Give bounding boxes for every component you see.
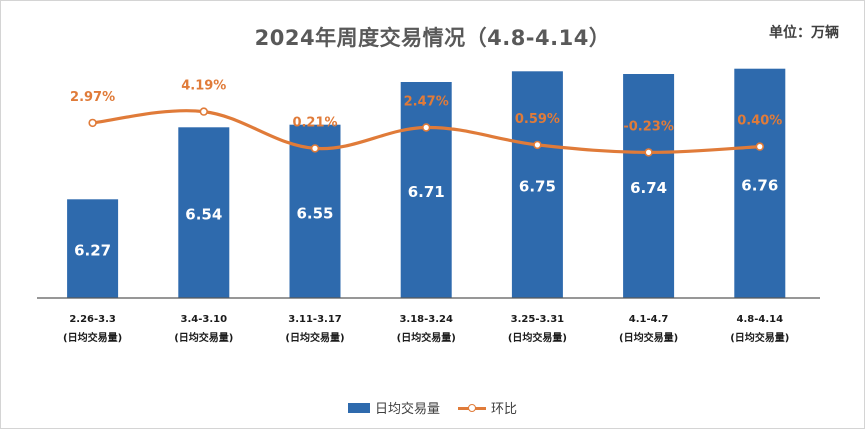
bar-4 bbox=[400, 82, 452, 298]
pct-label-3: 0.21% bbox=[292, 115, 337, 130]
bar-value-label-7: 6.76 bbox=[741, 176, 778, 194]
line-point-4 bbox=[422, 123, 431, 132]
x-tick-label-1: 2.26-3.3 bbox=[69, 314, 116, 325]
pct-label-7: 0.40% bbox=[737, 114, 782, 129]
legend: 日均交易量 环比 bbox=[0, 398, 865, 417]
x-tick-sublabel-2: (日均交易量) bbox=[174, 331, 233, 344]
bar-value-label-6: 6.74 bbox=[630, 179, 667, 197]
bar-7 bbox=[734, 68, 786, 298]
bar-value-label-4: 6.71 bbox=[408, 183, 445, 201]
x-tick-sublabel-5: (日均交易量) bbox=[508, 331, 567, 344]
bar-value-label-1: 6.27 bbox=[74, 242, 111, 260]
bar-2 bbox=[178, 127, 230, 298]
x-tick-sublabel-7: (日均交易量) bbox=[730, 331, 789, 344]
pct-label-5: 0.59% bbox=[515, 112, 560, 127]
bar-value-label-3: 6.55 bbox=[296, 204, 333, 222]
x-tick-sublabel-4: (日均交易量) bbox=[397, 331, 456, 344]
legend-line-label: 环比 bbox=[491, 402, 518, 417]
line-point-6 bbox=[644, 148, 653, 157]
pct-label-4: 2.47% bbox=[404, 95, 449, 110]
x-tick-sublabel-3: (日均交易量) bbox=[285, 331, 344, 344]
x-tick-label-4: 3.18-3.24 bbox=[399, 314, 453, 325]
bar-6 bbox=[623, 74, 675, 298]
legend-bar-swatch bbox=[347, 402, 370, 413]
legend-item-bar[interactable]: 日均交易量 bbox=[347, 398, 440, 417]
x-tick-label-3: 3.11-3.17 bbox=[288, 314, 342, 325]
legend-bar-label: 日均交易量 bbox=[374, 402, 440, 417]
legend-line-swatch bbox=[458, 403, 486, 413]
legend-item-line[interactable]: 环比 bbox=[458, 398, 517, 417]
line-point-5 bbox=[533, 140, 542, 150]
x-tick-label-6: 4.1-4.7 bbox=[629, 314, 669, 325]
bar-value-label-2: 6.54 bbox=[185, 206, 222, 224]
x-tick-sublabel-6: (日均交易量) bbox=[619, 331, 678, 344]
pct-label-6: -0.23% bbox=[623, 119, 674, 134]
bar-5 bbox=[511, 71, 563, 298]
x-tick-label-5: 3.25-3.31 bbox=[511, 314, 565, 325]
bar-3 bbox=[289, 124, 341, 298]
line-point-7 bbox=[755, 142, 764, 151]
line-point-3 bbox=[310, 144, 320, 153]
x-tick-label-2: 3.4-3.10 bbox=[181, 314, 228, 325]
unit-label: 单位：万辆 bbox=[769, 25, 839, 41]
x-tick-sublabel-1: (日均交易量) bbox=[63, 331, 122, 344]
bar-1 bbox=[67, 199, 119, 298]
line-point-1 bbox=[88, 118, 97, 128]
line-point-2 bbox=[199, 107, 209, 116]
bar-value-label-5: 6.75 bbox=[519, 178, 556, 196]
pct-label-1: 2.97% bbox=[70, 90, 115, 105]
chart-title: 2024年周度交易情况（4.8-4.14） bbox=[254, 26, 611, 50]
x-tick-label-7: 4.8-4.14 bbox=[737, 314, 784, 325]
pct-label-2: 4.19% bbox=[181, 79, 226, 94]
